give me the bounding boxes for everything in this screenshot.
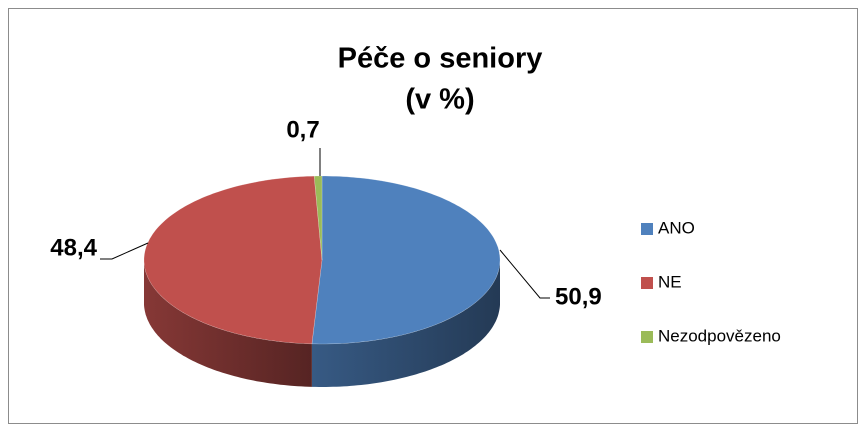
- pie-slice: [313, 175, 323, 261]
- legend-swatch: [641, 331, 653, 343]
- data-label: 50,9: [555, 283, 602, 310]
- legend-label: Nezodpovězeno: [658, 326, 781, 345]
- chart-subtitle: (v %): [405, 84, 474, 116]
- legend-label: ANO: [658, 218, 695, 237]
- chart-title: Péče o seniory: [338, 43, 543, 75]
- data-label: 0,7: [286, 116, 319, 143]
- legend-swatch: [641, 277, 653, 289]
- pie-slice-side: [144, 260, 312, 387]
- legend-swatch: [641, 223, 653, 235]
- pie-slice: [311, 175, 501, 345]
- pie-slice: [143, 175, 323, 345]
- leader-line: [499, 249, 550, 299]
- leader-line: [100, 242, 149, 260]
- data-label: 48,4: [50, 234, 97, 261]
- pie-slice-side: [311, 260, 500, 387]
- legend-label: NE: [658, 272, 682, 291]
